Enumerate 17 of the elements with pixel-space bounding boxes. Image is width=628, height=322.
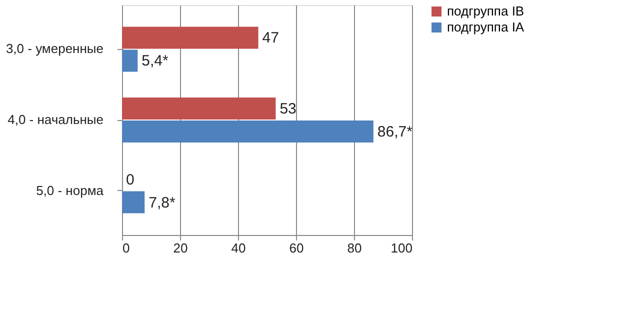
legend-label: подгруппа IA xyxy=(447,20,524,34)
x-tick-label: 100 xyxy=(390,240,412,256)
data-label: 7,8* xyxy=(148,194,176,212)
legend-label: подгруппа IB xyxy=(447,4,524,18)
x-tick-label: 80 xyxy=(347,240,362,256)
y-tick-label: 3,0 - умеренные xyxy=(6,41,104,56)
y-tick-label: 4,0 - начальные xyxy=(8,112,104,127)
data-label: 47 xyxy=(262,30,279,47)
x-tick-label: 40 xyxy=(231,240,246,256)
data-label: 0 xyxy=(126,171,134,188)
data-label: 53 xyxy=(280,100,296,118)
data-label: 5,4* xyxy=(142,52,169,70)
x-tick-label: 60 xyxy=(289,240,304,256)
x-tick-label: 20 xyxy=(173,240,188,256)
x-tick-label: 0 xyxy=(122,240,130,256)
y-tick-label: 5,0 - норма xyxy=(36,182,104,198)
data-label: 86,7* xyxy=(377,124,413,140)
